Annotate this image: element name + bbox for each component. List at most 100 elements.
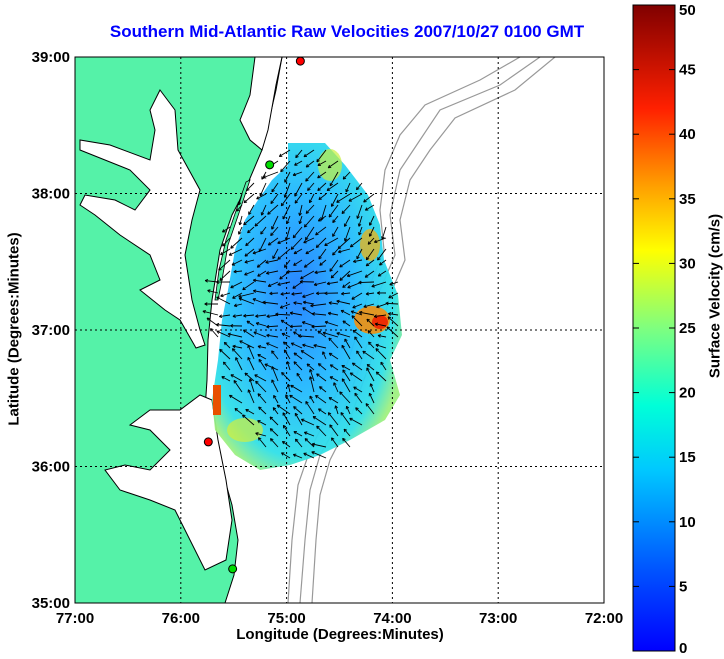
velocity-vector	[315, 226, 327, 236]
velocity-vector-head	[258, 437, 260, 441]
velocity-vector-head	[257, 266, 261, 268]
velocity-vector	[281, 333, 291, 338]
velocity-vector-head	[277, 258, 281, 260]
velocity-vector-head	[294, 201, 299, 204]
velocity-vector	[257, 393, 267, 404]
velocity-vector-head	[204, 303, 208, 306]
velocity-vector	[223, 361, 231, 371]
velocity-vector	[292, 281, 303, 289]
velocity-vector	[305, 160, 315, 168]
velocity-vector	[320, 204, 327, 221]
velocity-vector	[256, 322, 267, 327]
velocity-vector-head	[328, 337, 331, 342]
velocity-vector	[329, 171, 339, 187]
velocity-vector-head	[266, 334, 270, 338]
velocity-vector	[346, 406, 351, 415]
velocity-vector-head	[262, 301, 266, 305]
velocity-vector-head	[246, 320, 249, 325]
velocity-vector	[389, 281, 399, 286]
velocity-vector	[352, 303, 363, 309]
velocity-vector-head	[244, 255, 249, 257]
velocity-vector-head	[207, 290, 211, 293]
velocity-vector	[317, 171, 327, 179]
velocity-vector-head	[317, 330, 320, 335]
velocity-vector	[316, 149, 327, 163]
x-tick-label: 74:00	[373, 610, 411, 627]
velocity-vector	[303, 237, 315, 244]
velocity-vector-head	[254, 374, 257, 378]
velocity-vector	[238, 297, 255, 305]
velocity-vector-head	[318, 257, 322, 260]
velocity-vector	[328, 397, 339, 404]
velocity-vector-head	[316, 373, 319, 377]
velocity-vector	[255, 432, 267, 437]
velocity-vector	[331, 437, 339, 448]
velocity-vector	[220, 248, 231, 256]
velocity-vector-head	[343, 429, 346, 433]
velocity-vector	[369, 226, 375, 237]
y-tick-label: 36:00	[32, 459, 70, 476]
velocity-vector-head	[358, 232, 362, 236]
velocity-vector	[324, 321, 339, 327]
velocity-vector-head	[216, 281, 220, 284]
velocity-vector	[356, 350, 363, 360]
velocity-vector	[367, 237, 375, 245]
velocity-vector-head	[340, 310, 344, 314]
velocity-vector	[284, 259, 291, 268]
velocity-vector-head	[366, 364, 369, 368]
x-axis-ticks: 77:00 76:00 75:00 74:00 73:00 72:00	[56, 610, 623, 627]
velocity-vector-head	[229, 395, 232, 399]
velocity-vector	[248, 204, 255, 215]
velocity-vector	[257, 420, 267, 426]
velocity-vector-head	[247, 231, 251, 234]
velocity-vector	[243, 329, 255, 338]
velocity-vector-head	[284, 195, 288, 198]
velocity-vector	[281, 452, 291, 459]
velocity-vector	[351, 315, 363, 327]
velocity-vector	[243, 193, 255, 204]
velocity-vector-head	[304, 225, 308, 228]
velocity-vector-head	[375, 371, 378, 375]
velocity-vector	[258, 359, 267, 371]
velocity-vector-head	[331, 276, 335, 279]
velocity-vector-head	[318, 408, 321, 412]
velocity-vector-head	[289, 312, 293, 315]
velocity-vector	[222, 226, 231, 233]
velocity-vector-head	[292, 454, 296, 458]
velocity-vector-head	[331, 204, 335, 207]
velocity-vector	[326, 182, 339, 191]
velocity-vector	[311, 443, 327, 448]
velocity-vector-head	[255, 381, 257, 385]
velocity-vector-head	[316, 160, 320, 163]
x-tick-label: 76:00	[162, 610, 200, 627]
velocity-vector	[269, 416, 279, 426]
velocity-vector	[231, 259, 243, 266]
velocity-vector	[376, 303, 387, 308]
velocity-vector	[276, 404, 291, 415]
velocity-vector	[365, 292, 375, 295]
velocity-vector-head	[351, 315, 354, 319]
velocity-vector-head	[264, 363, 268, 367]
velocity-vector	[266, 270, 279, 274]
velocity-vector	[294, 193, 303, 204]
velocity-vector	[243, 314, 255, 317]
velocity-vector-head	[261, 213, 265, 216]
velocity-vector-head	[356, 256, 360, 260]
colorbar-tick-label: 50	[679, 2, 696, 19]
station-marker	[203, 437, 213, 447]
velocity-vector-head	[311, 313, 315, 316]
velocity-vector	[386, 326, 399, 338]
velocity-vector	[356, 182, 363, 191]
velocity-vector	[304, 215, 315, 228]
velocity-vector	[216, 330, 231, 338]
velocity-vector	[290, 325, 303, 328]
velocity-vector-head	[317, 189, 321, 192]
velocity-vector	[358, 215, 363, 227]
velocity-vector-head	[350, 311, 354, 314]
velocity-vector	[271, 350, 279, 360]
velocity-vector	[285, 394, 291, 404]
velocity-vector-head	[230, 247, 234, 249]
velocity-vector-head	[338, 251, 342, 254]
velocity-vector	[356, 204, 363, 219]
